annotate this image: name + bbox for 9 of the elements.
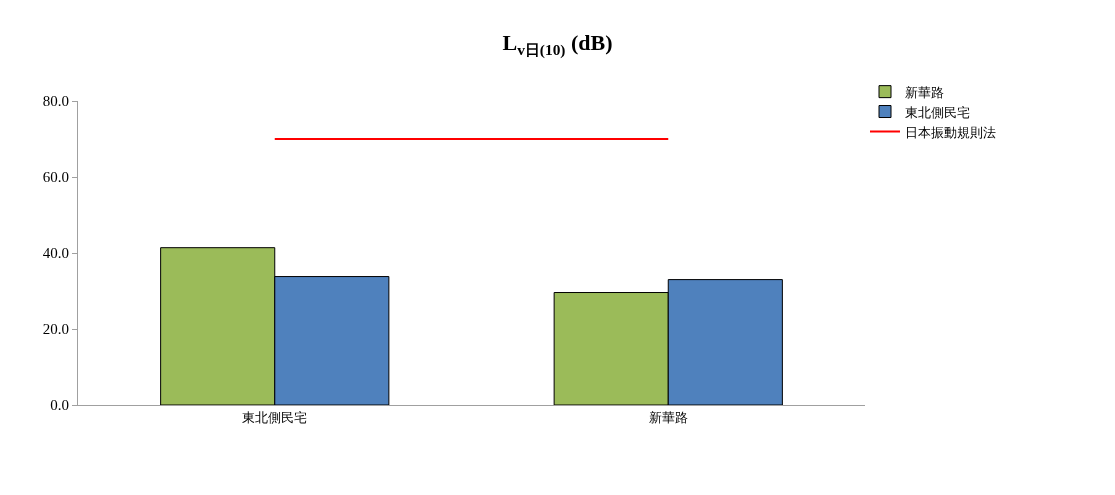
y-tick-label: 40.0 (42, 245, 69, 262)
y-tick-label: 20.0 (42, 321, 69, 338)
y-tick-label: 80.0 (42, 93, 69, 110)
legend-label: 東北側民宅 (905, 104, 970, 120)
y-tick-label: 60.0 (42, 169, 69, 186)
legend-label: 新華路 (905, 84, 944, 100)
legend-label: 日本振動規則法 (905, 124, 996, 140)
chart-title: L$_{v日(10)}$ (dB) (502, 30, 613, 59)
y-tick-label: 0.0 (50, 397, 69, 414)
